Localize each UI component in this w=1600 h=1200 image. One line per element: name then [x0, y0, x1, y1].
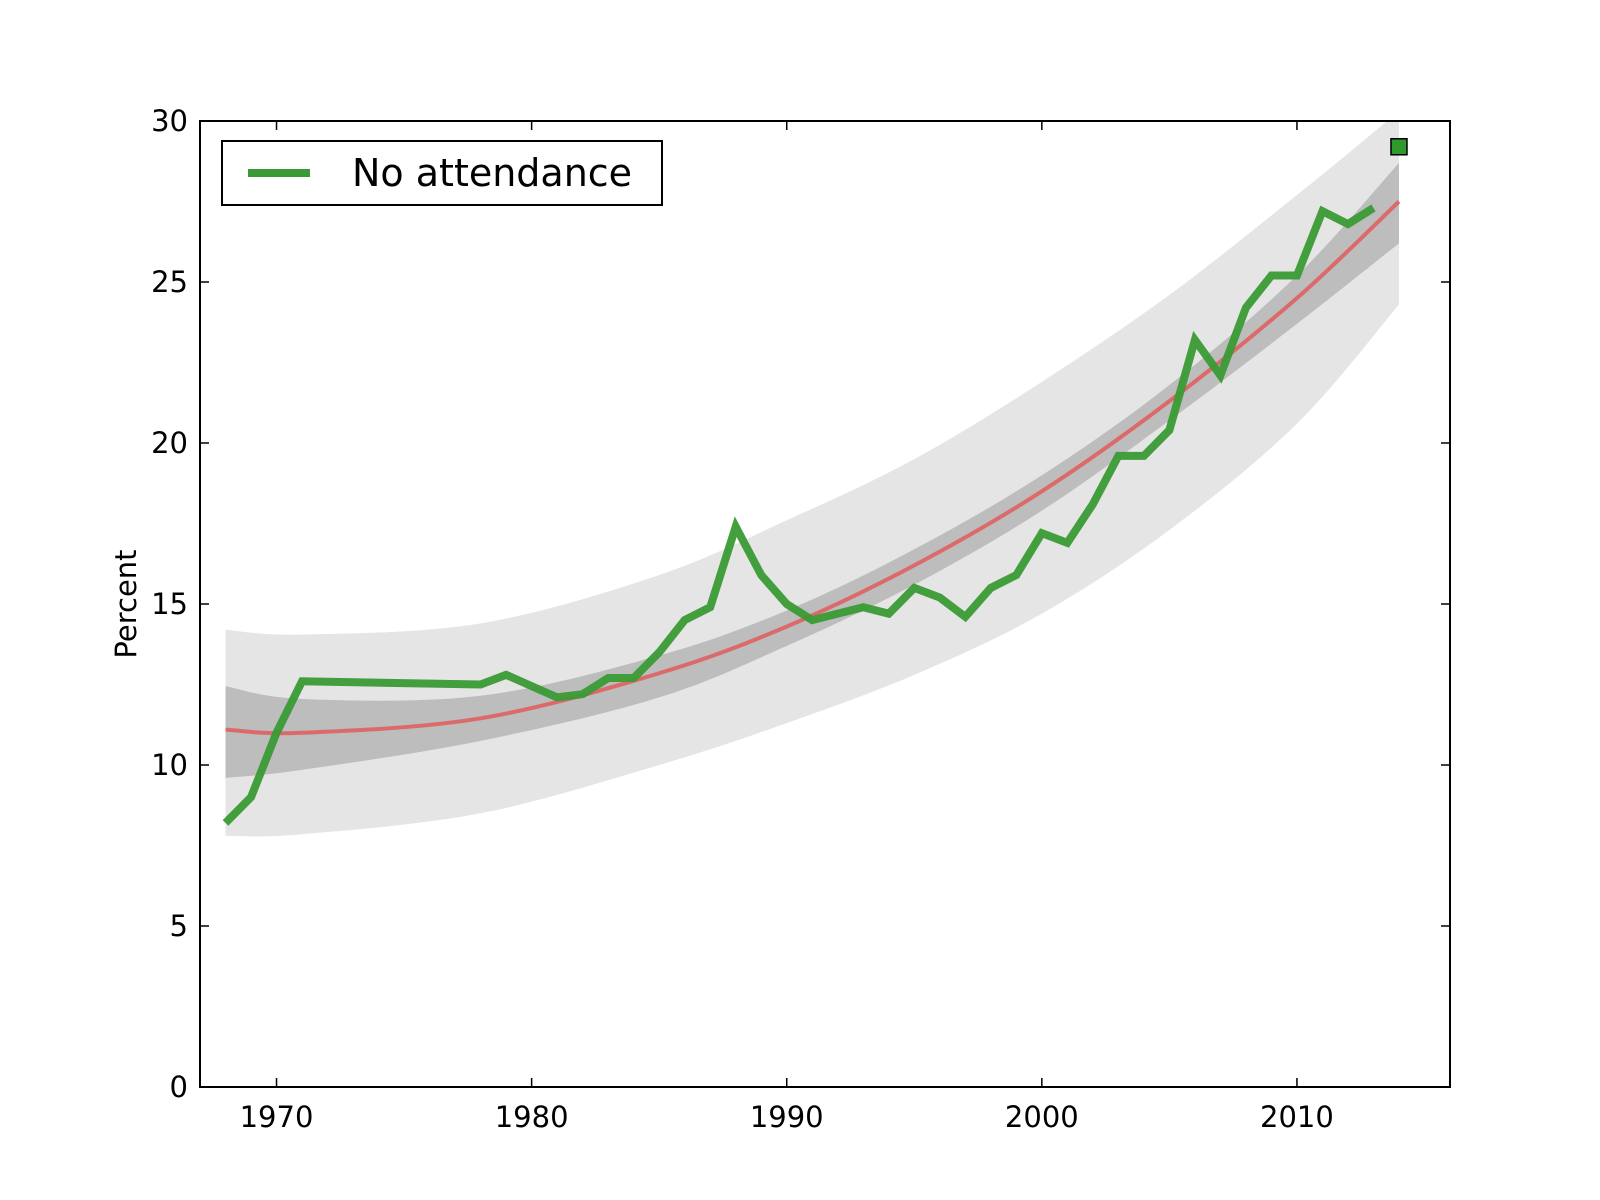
- legend: No attendance: [221, 140, 663, 206]
- y-axis-label: Percent: [109, 549, 143, 658]
- inner-band: [225, 162, 1399, 778]
- y-tick-label: 10: [151, 748, 188, 782]
- axis-ticks: 1970 1980 1990 2000 2010 0 5 10 15 20 25 30: [151, 104, 1450, 1134]
- legend-label-no-attendance: No attendance: [352, 151, 632, 195]
- x-tick-label: 2010: [1260, 1100, 1334, 1134]
- marker-square: [1390, 138, 1408, 156]
- x-tick-label: 1990: [750, 1100, 824, 1134]
- x-tick-label: 1980: [495, 1100, 569, 1134]
- y-tick-label: 30: [151, 104, 188, 138]
- y-tick-label: 5: [170, 909, 188, 943]
- y-tick-label: 15: [151, 587, 188, 621]
- chart-lines: [222, 200, 1401, 826]
- y-tick-label: 20: [151, 426, 188, 460]
- y-tick-label: 0: [170, 1070, 188, 1104]
- outer-band: [225, 121, 1399, 837]
- y-tick-label: 25: [151, 265, 188, 299]
- prediction-bands: [225, 121, 1399, 837]
- x-tick-label: 2000: [1005, 1100, 1079, 1134]
- series-line-no-attendance: [222, 204, 1376, 826]
- x-tick-label: 1970: [240, 1100, 314, 1134]
